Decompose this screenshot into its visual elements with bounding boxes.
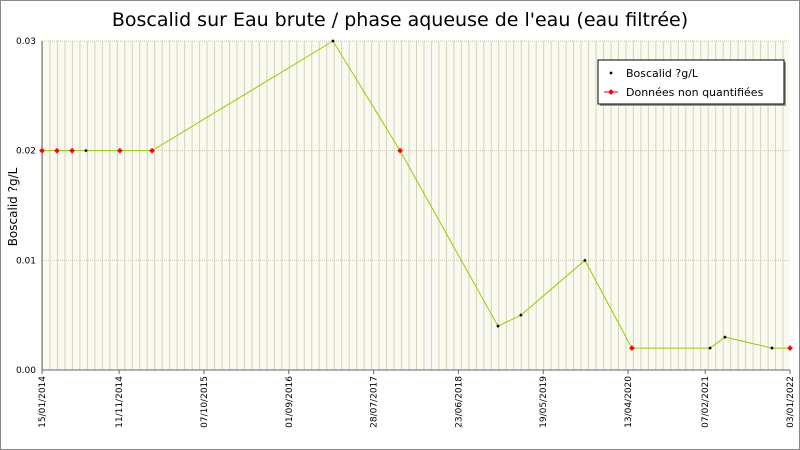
- x-tick-label: 03/01/2022: [786, 376, 796, 428]
- y-tick-label: 0.01: [16, 256, 36, 266]
- x-tick-label: 15/01/2014: [38, 376, 48, 428]
- marker: [629, 345, 635, 351]
- x-tick-label: 19/05/2019: [539, 376, 549, 428]
- x-tick-label: 23/06/2018: [454, 376, 464, 428]
- x-tick-label: 28/07/2017: [370, 376, 380, 428]
- x-tick-label: 07/02/2021: [701, 376, 711, 428]
- chart-title: Boscalid sur Eau brute / phase aqueuse d…: [112, 9, 688, 31]
- legend-label: Données non quantifiées: [626, 86, 764, 99]
- x-tick-label: 07/10/2015: [200, 376, 210, 428]
- x-tick-label: 11/11/2014: [115, 376, 125, 428]
- marker: [787, 345, 793, 351]
- y-tick-label: 0.03: [16, 37, 36, 47]
- x-tick-label: 01/09/2016: [285, 376, 295, 428]
- marker: [117, 147, 123, 154]
- legend: [597, 59, 785, 105]
- legend-swatch: [608, 89, 614, 95]
- y-tick-label: 0.00: [16, 366, 36, 376]
- y-axis-label: Boscalid ?g/L: [6, 167, 20, 246]
- legend-swatch: [609, 71, 613, 75]
- marker: [331, 39, 335, 43]
- marker: [397, 147, 403, 154]
- x-tick-label: 13/04/2020: [624, 376, 634, 428]
- marker: [69, 147, 75, 154]
- marker: [496, 324, 500, 328]
- marker: [84, 148, 88, 153]
- marker: [149, 147, 155, 154]
- legend-label: Boscalid ?g/L: [626, 67, 699, 80]
- y-tick-label: 0.02: [16, 147, 36, 157]
- series-line: [42, 40, 790, 349]
